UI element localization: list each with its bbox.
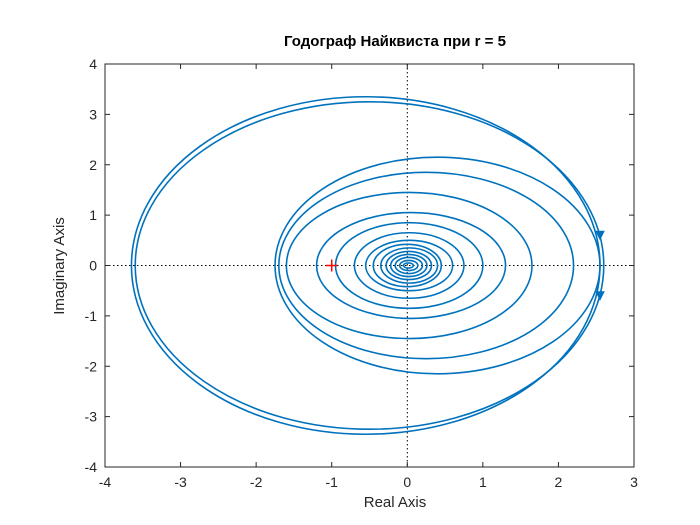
nyquist-loop-1	[134, 100, 605, 431]
y-tick-label: 4	[89, 56, 97, 72]
nyquist-loop-2	[274, 156, 601, 375]
y-tick-label: -4	[85, 459, 98, 475]
nyquist-loop-9	[372, 243, 443, 288]
x-tick-label: 2	[555, 474, 563, 490]
nyquist-loop-14	[398, 259, 419, 272]
nyquist-loop-5	[315, 211, 507, 320]
nyquist-loop-3	[278, 171, 575, 360]
plot-area: -4 -3 -2 -1 0 1 2 3 4 3 2 1 0 -1 -2 -3 -4	[85, 56, 639, 490]
x-tick-label: -4	[99, 474, 112, 490]
y-tick-label: 0	[89, 258, 97, 274]
x-tick-label: 3	[630, 474, 638, 490]
chart-title: Годограф Найквиста при r = 5	[284, 33, 506, 50]
nyquist-loop-13	[394, 256, 424, 275]
y-tick-label: -1	[85, 308, 98, 324]
nyquist-loop-7	[353, 231, 465, 300]
y-tick-label: -3	[85, 409, 98, 425]
x-tick-label: -2	[250, 474, 263, 490]
nyquist-loop-10	[380, 247, 439, 284]
direction-arrow-0	[595, 230, 605, 241]
nyquist-loop-15	[402, 262, 415, 269]
x-tick-label: -3	[174, 474, 187, 490]
nyquist-loop-11	[385, 250, 433, 281]
nyquist-loop-4	[285, 191, 533, 340]
nyquist-loop-8	[364, 239, 454, 292]
y-tick-label: 3	[89, 106, 97, 122]
x-tick-label: -1	[325, 474, 338, 490]
direction-arrow-1	[595, 291, 605, 301]
y-tick-label: 1	[89, 207, 97, 223]
x-axis-label: Real Axis	[364, 494, 427, 511]
nyquist-loop-12	[389, 253, 428, 278]
y-tick-label: 2	[89, 157, 97, 173]
x-tick-label: 1	[479, 474, 487, 490]
y-tick-label: -2	[85, 358, 98, 374]
y-axis-label: Imaginary Axis	[51, 217, 68, 315]
x-tick-label: 0	[403, 474, 411, 490]
